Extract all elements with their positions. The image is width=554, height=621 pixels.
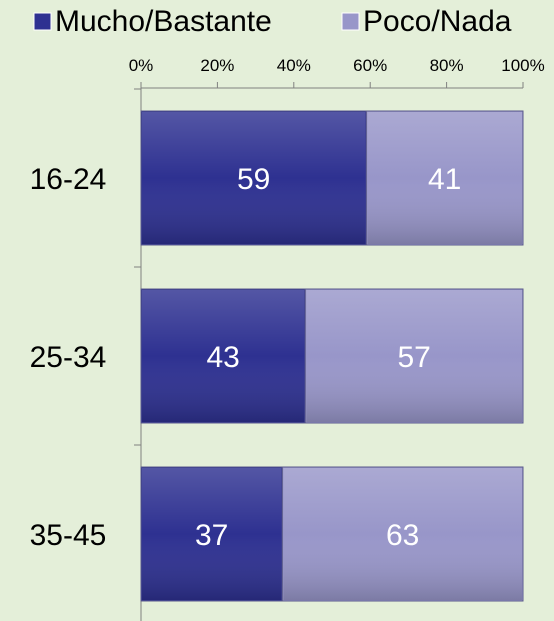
bar-segment: 43 (140, 288, 306, 424)
data-label: 59 (237, 163, 270, 196)
category-label: 16-24 (30, 163, 107, 196)
y-axis: 16-24 25-34 35-45 (30, 88, 142, 621)
category-label: 35-45 (30, 519, 107, 552)
x-tick-label: 0% (129, 56, 154, 75)
legend-swatch-poco-nada (341, 12, 360, 31)
bar-segment: 59 (140, 110, 367, 246)
bar-segment: 57 (304, 288, 524, 424)
data-label: 41 (428, 163, 461, 196)
bar-bevel (367, 112, 522, 244)
data-label: 37 (195, 519, 228, 552)
legend: Mucho/Bastante Poco/Nada (33, 5, 512, 38)
data-label: 43 (206, 341, 239, 374)
x-tick-label: 100% (501, 56, 544, 75)
bar-segment: 37 (140, 466, 283, 602)
bar-bevel (142, 290, 305, 422)
data-label: 63 (386, 519, 419, 552)
x-tick-label: 60% (353, 56, 387, 75)
bar-segment: 41 (365, 110, 524, 246)
bar-bevel (283, 468, 522, 600)
bar-bevel (142, 112, 366, 244)
x-tick-label: 20% (200, 56, 234, 75)
legend-swatch-mucho-bastante (33, 12, 52, 31)
bar-segment: 63 (281, 466, 524, 602)
bar-bevel (142, 468, 282, 600)
bars: 59 41 43 57 37 63 (140, 110, 524, 602)
legend-label-mucho-bastante: Mucho/Bastante (55, 5, 272, 38)
x-axis: 0% 20% 40% 60% 80% 100% (129, 56, 545, 89)
category-label: 25-34 (30, 341, 107, 374)
x-tick-label: 80% (430, 56, 464, 75)
x-tick-label: 40% (277, 56, 311, 75)
bar-bevel (306, 290, 522, 422)
legend-label-poco-nada: Poco/Nada (363, 5, 512, 38)
data-label: 57 (397, 341, 430, 374)
